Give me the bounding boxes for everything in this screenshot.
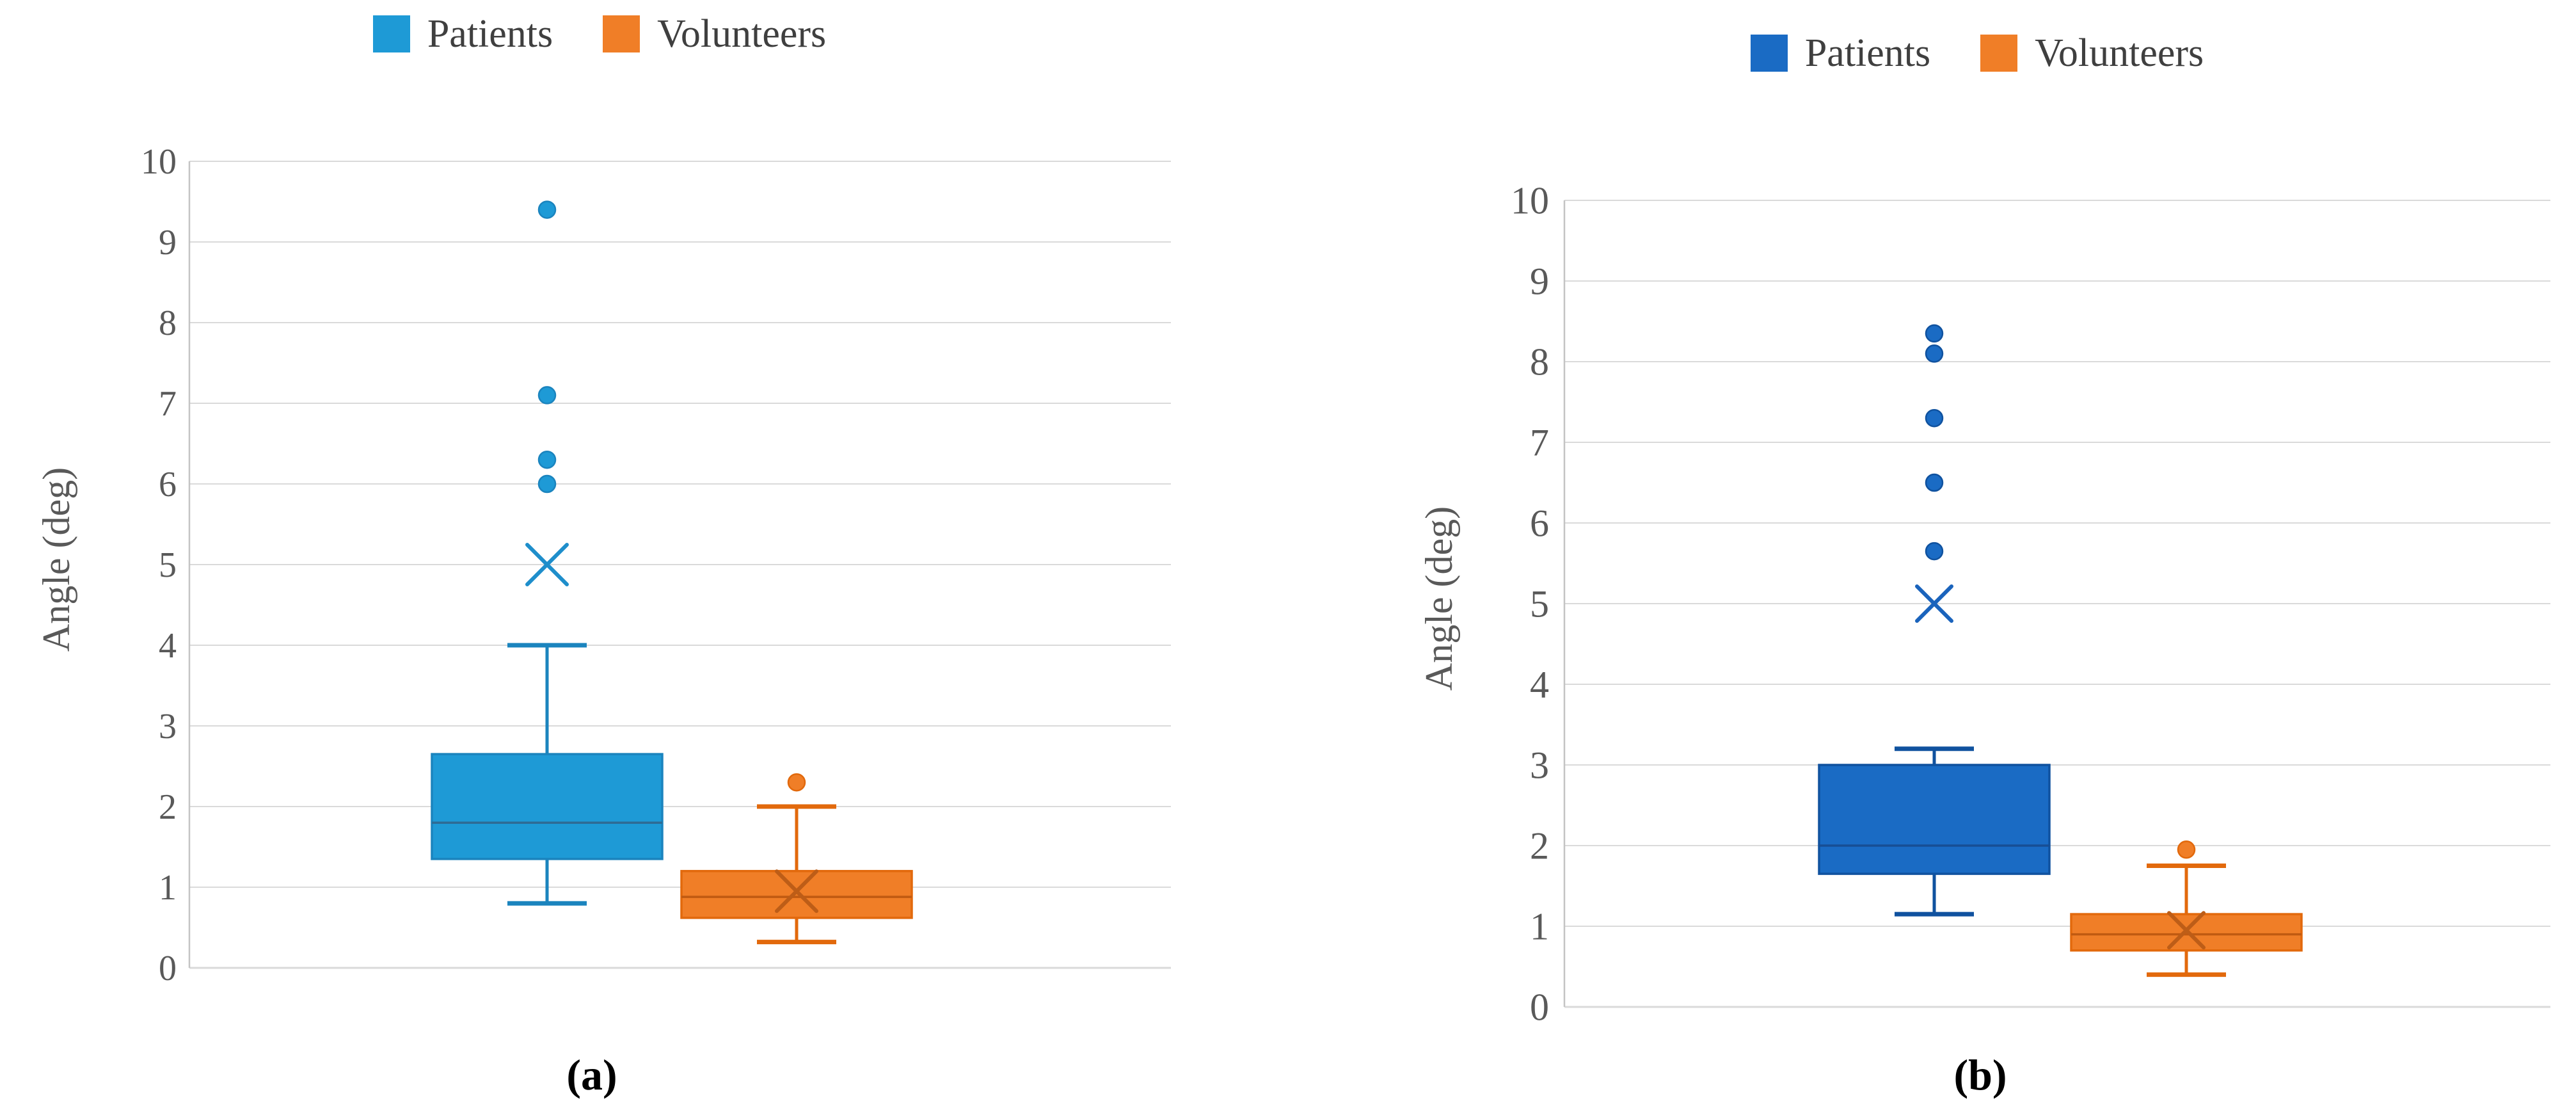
box-iqr xyxy=(431,753,664,860)
legend-swatch-icon xyxy=(1980,35,2018,72)
outlier-dot xyxy=(1925,324,1944,343)
outlier-dot xyxy=(537,386,557,405)
y-tick-label: 10 xyxy=(1511,179,1549,221)
panel-caption: (a) xyxy=(566,1050,617,1099)
mean-x-marker xyxy=(1915,584,1953,623)
y-tick-label: 3 xyxy=(1530,744,1549,786)
mean-x-marker xyxy=(525,543,569,586)
legend-label: Volunteers xyxy=(2035,31,2204,75)
outlier-dot xyxy=(1925,542,1944,561)
y-tick-label: 2 xyxy=(159,787,177,827)
legend-item-patients: Patients xyxy=(372,12,553,56)
outlier-dot xyxy=(1925,473,1944,492)
legend: Patients Volunteers xyxy=(216,14,983,54)
y-tick-label: 6 xyxy=(159,465,177,504)
legend-swatch-icon xyxy=(1750,35,1788,72)
legend-item-volunteers: Volunteers xyxy=(1980,33,2204,73)
legend: Patients Volunteers xyxy=(1593,33,2361,73)
outlier-dot xyxy=(537,474,557,494)
y-tick-label: 7 xyxy=(159,384,177,424)
mean-x-marker xyxy=(2167,911,2206,950)
y-tick-label: 4 xyxy=(159,626,177,666)
chart-panel-b: Patients Volunteers Angle (deg) (b) 0 1 2 3 4 5 6 7… xyxy=(1288,0,2576,1117)
outlier-dot xyxy=(1925,344,1944,363)
legend-swatch-icon xyxy=(603,15,640,52)
y-tick-label: 8 xyxy=(159,303,177,343)
y-tick-label: 10 xyxy=(141,142,177,182)
legend-label: Patients xyxy=(1804,31,1931,75)
box-iqr xyxy=(1818,764,2051,875)
legend-item-volunteers: Volunteers xyxy=(603,14,826,54)
y-tick-label: 2 xyxy=(1530,824,1549,867)
legend-item-patients: Patients xyxy=(1750,31,1931,75)
outlier-dot xyxy=(787,773,806,792)
y-tick-label: 9 xyxy=(159,223,177,262)
y-tick-label: 1 xyxy=(1530,905,1549,947)
y-tick-label: 4 xyxy=(1530,663,1549,705)
y-tick-label: 7 xyxy=(1530,421,1549,463)
y-tick-label: 0 xyxy=(159,949,177,988)
boxplot-svg-a: 0 1 2 3 4 5 6 7 8 9 10 xyxy=(141,142,1171,988)
legend-swatch-icon xyxy=(372,15,410,52)
outlier-dot xyxy=(537,450,557,469)
y-tick-label: 8 xyxy=(1530,341,1549,383)
y-tick-label: 5 xyxy=(1530,583,1549,625)
boxplot-series-patients-b xyxy=(1818,324,2051,917)
outlier-dot xyxy=(537,200,557,219)
boxplot-series-patients-a xyxy=(431,200,664,906)
outlier-dot xyxy=(1925,408,1944,428)
outlier-dot xyxy=(2177,840,2196,859)
boxplot-series-volunteers-a xyxy=(680,773,913,945)
mean-x-marker xyxy=(775,869,818,913)
y-tick-label: 9 xyxy=(1530,260,1549,302)
y-tick-label: 5 xyxy=(159,545,177,585)
chart-panel-a: Patients Volunteers Angle (deg) (a) 0 1 2 3 4 5 6 7… xyxy=(35,14,1171,1099)
y-tick-label: 0 xyxy=(1530,986,1549,1028)
y-tick-label: 3 xyxy=(159,707,177,746)
panel-caption: (b) xyxy=(1953,1050,2007,1099)
legend-label: Volunteers xyxy=(657,12,827,56)
box-iqr xyxy=(680,870,913,919)
boxplot-svg-b: 0 1 2 3 4 5 6 7 8 9 10 xyxy=(1511,179,2550,1028)
boxplot-series-volunteers-b xyxy=(2070,840,2303,977)
y-tick-label: 6 xyxy=(1530,502,1549,544)
legend-label: Patients xyxy=(427,12,553,56)
y-tick-label: 1 xyxy=(159,868,177,908)
